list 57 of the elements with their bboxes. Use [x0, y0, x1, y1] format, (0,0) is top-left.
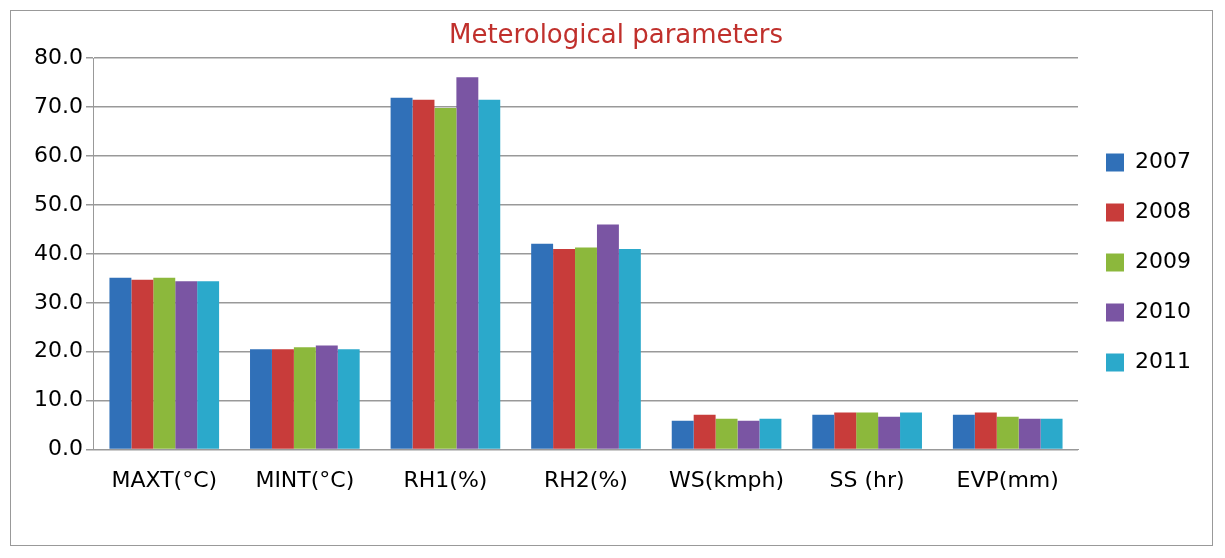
bar	[1040, 418, 1063, 449]
bar	[715, 418, 738, 449]
x-tick-label: WS(kmph)	[669, 466, 785, 492]
x-tick-label: EVP(mm)	[956, 466, 1059, 492]
bar	[478, 99, 501, 449]
bar	[250, 349, 272, 449]
bar	[759, 418, 782, 449]
y-tick-label: 80.0	[34, 43, 83, 69]
legend-label: 2011	[1135, 348, 1192, 374]
bar	[671, 420, 694, 449]
bar	[952, 414, 975, 449]
y-tick-label: 70.0	[34, 92, 83, 118]
chart-title: Meterological parameters	[448, 19, 784, 50]
y-tick-label: 20.0	[34, 337, 83, 363]
bar	[693, 414, 716, 449]
bar	[197, 281, 220, 449]
bar	[900, 412, 922, 449]
bar	[856, 412, 879, 449]
y-tick-label: 40.0	[34, 239, 83, 265]
x-tick-label: RH1(%)	[403, 466, 488, 492]
x-tick-label: MAXT(°C)	[111, 466, 218, 492]
bar	[412, 99, 435, 449]
bar	[109, 277, 132, 449]
bar	[175, 281, 198, 449]
bar	[434, 108, 457, 449]
y-tick-label: 50.0	[34, 190, 83, 216]
bar	[337, 349, 360, 449]
bar	[271, 349, 294, 449]
bar	[878, 416, 901, 449]
y-tick-label: 30.0	[34, 288, 83, 314]
y-tick-label: 60.0	[34, 141, 83, 167]
bar	[812, 414, 835, 449]
legend-label: 2009	[1135, 248, 1192, 274]
x-tick-label: RH2(%)	[544, 466, 628, 492]
legend-label: 2008	[1135, 198, 1192, 224]
bar	[315, 345, 338, 449]
bar	[456, 77, 479, 449]
bar	[596, 224, 619, 449]
legend-label: 2010	[1135, 298, 1192, 324]
bar	[390, 97, 413, 449]
bar	[131, 279, 154, 449]
bar	[737, 420, 760, 449]
bar	[618, 249, 641, 449]
bar	[553, 249, 576, 449]
x-tick-label: MINT(°C)	[255, 466, 355, 492]
bar	[293, 347, 316, 449]
bar	[996, 416, 1019, 449]
bar	[974, 412, 997, 449]
bar	[834, 412, 857, 449]
y-tick-label: 0.0	[47, 435, 83, 461]
legend-label: 2007	[1135, 148, 1192, 174]
y-tick-label: 10.0	[34, 386, 83, 412]
bar	[531, 243, 554, 449]
x-tick-label: SS (hr)	[829, 466, 905, 492]
bar	[1018, 418, 1041, 449]
bar	[575, 247, 597, 449]
bar	[153, 277, 176, 449]
